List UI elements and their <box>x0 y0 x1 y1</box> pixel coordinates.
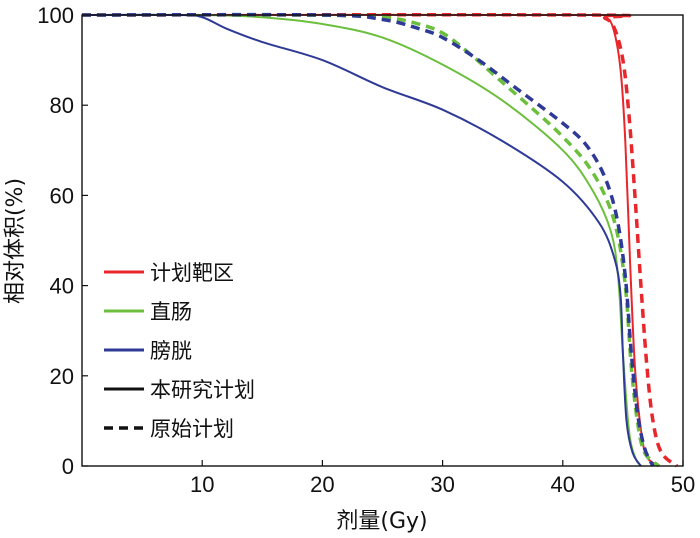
y-tick-label: 80 <box>50 93 74 118</box>
y-tick-label: 20 <box>50 364 74 389</box>
legend-label-bladder: 膀胱 <box>150 339 192 363</box>
series-line-bladder-this-plan <box>81 13 642 467</box>
plot-frame <box>81 14 684 467</box>
x-tick-label: 50 <box>671 472 695 497</box>
y-tick-label: 60 <box>50 183 74 208</box>
y-tick-label: 100 <box>37 3 74 28</box>
x-tick-label: 10 <box>190 472 214 497</box>
legend: 计划靶区 直肠 膀胱 本研究计划 原始计划 <box>104 261 255 441</box>
y-tick-label: 0 <box>62 454 74 479</box>
axis-ticks: 10 20 30 40 50 0 20 40 60 80 100 <box>37 3 695 497</box>
y-tick-label: 40 <box>50 274 74 299</box>
legend-label-this-plan: 本研究计划 <box>150 378 255 402</box>
x-axis-title: 剂量(Gy) <box>336 509 427 534</box>
legend-label-rectum: 直肠 <box>150 300 192 324</box>
series-line-rectum-this-plan <box>81 13 642 467</box>
x-tick-label: 40 <box>551 472 575 497</box>
y-axis-title: 相对体积(%) <box>3 178 28 304</box>
legend-label-ptv: 计划靶区 <box>150 261 234 285</box>
series-line-rectum-original <box>81 13 661 468</box>
x-tick-label: 20 <box>310 472 334 497</box>
legend-label-original-plan: 原始计划 <box>150 417 234 441</box>
series-line-bladder-original <box>81 12 655 467</box>
x-tick-label: 30 <box>430 472 454 497</box>
